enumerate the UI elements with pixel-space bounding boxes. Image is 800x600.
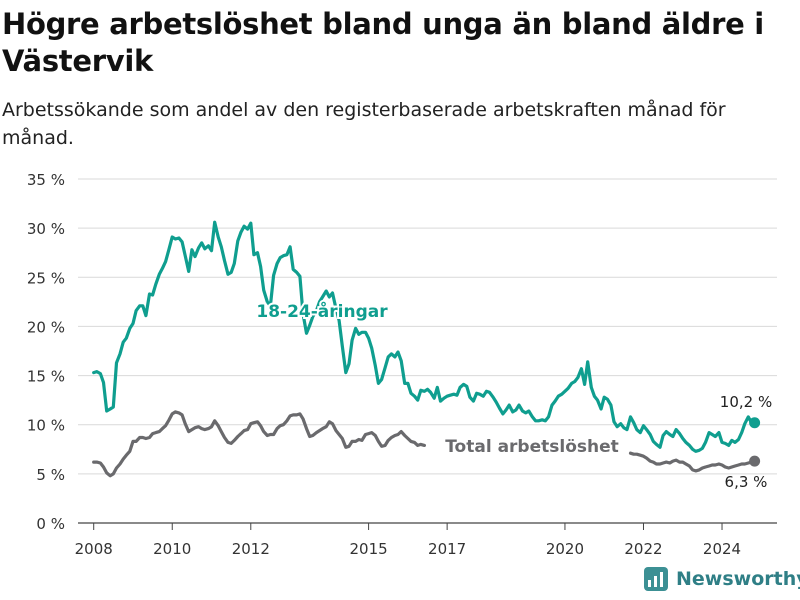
series-line-total	[92, 410, 426, 478]
gridlines	[78, 178, 777, 524]
chart-title: Högre arbetslöshet bland unga än bland ä…	[2, 7, 764, 78]
series-line-total-recent	[628, 451, 757, 473]
y-tick-label: 25 %	[27, 269, 65, 287]
x-tick-label: 2008	[75, 540, 113, 558]
y-tick-label: 30 %	[27, 220, 65, 238]
y-axis-labels: 0 % 5 % 10 % 15 % 20 % 25 % 30 % 35 %	[27, 171, 65, 533]
x-tick-label: 2024	[703, 540, 741, 558]
x-tick-label: 2022	[624, 540, 662, 558]
y-tick-label: 10 %	[27, 417, 65, 435]
newsworthy-logo-icon	[644, 567, 668, 591]
end-point-youth	[749, 417, 761, 429]
chart-subtitle: Arbetssökande som andel av den registerb…	[2, 99, 726, 149]
x-tick-label: 2020	[546, 540, 584, 558]
x-tick-label: 2017	[428, 540, 466, 558]
series-line-youth	[92, 220, 757, 453]
y-tick-label: 15 %	[27, 368, 65, 386]
x-tick-label: 2015	[350, 540, 388, 558]
y-tick-label: 35 %	[27, 171, 65, 189]
newsworthy-brand[interactable]: Newsworthy	[644, 567, 800, 591]
y-tick-label: 5 %	[36, 466, 65, 484]
x-tick-label: 2012	[232, 540, 270, 558]
series-labels: 10,2 % 6,3 % 18-24-åringar Total arbetslösh…	[254, 298, 772, 491]
series-label-total: Total arbetslöshet	[445, 437, 619, 457]
x-axis: 2008 2010 2012 2015 2017 2020 2022 2024	[75, 523, 741, 558]
end-point-total	[749, 455, 761, 467]
x-tick-label: 2010	[153, 540, 191, 558]
brand-name: Newsworthy	[676, 568, 800, 590]
end-label-youth: 10,2 %	[720, 393, 772, 411]
series-label-youth: 18-24-åringar	[256, 300, 388, 322]
y-tick-label: 20 %	[27, 318, 65, 336]
series-lines	[92, 220, 761, 478]
y-tick-label: 0 %	[36, 515, 65, 533]
end-label-total: 6,3 %	[725, 473, 768, 491]
